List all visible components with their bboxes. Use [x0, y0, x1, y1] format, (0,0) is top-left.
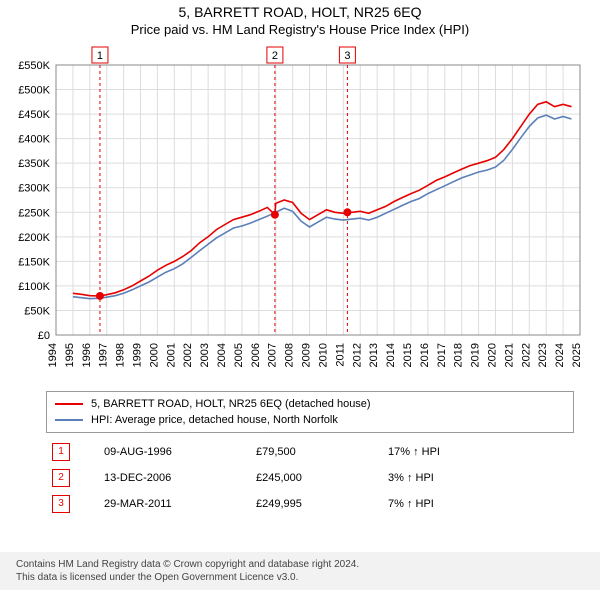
svg-text:£50K: £50K — [24, 305, 50, 317]
svg-text:1997: 1997 — [98, 343, 110, 367]
svg-text:£200K: £200K — [18, 232, 50, 244]
svg-text:1995: 1995 — [64, 343, 76, 367]
svg-text:3: 3 — [344, 50, 350, 62]
tx-price: £249,995 — [250, 491, 382, 517]
svg-text:2003: 2003 — [199, 343, 211, 367]
svg-text:2006: 2006 — [250, 343, 262, 367]
tx-delta: 7% ↑ HPI — [382, 491, 574, 517]
svg-text:2018: 2018 — [453, 343, 465, 367]
legend-label: 5, BARRETT ROAD, HOLT, NR25 6EQ (detache… — [91, 398, 371, 410]
tx-price: £79,500 — [250, 439, 382, 465]
title-sub: Price paid vs. HM Land Registry's House … — [0, 22, 600, 37]
svg-text:£450K: £450K — [18, 109, 50, 121]
svg-text:1996: 1996 — [81, 343, 93, 367]
legend-swatch — [55, 403, 83, 405]
footer-attribution: Contains HM Land Registry data © Crown c… — [0, 552, 600, 590]
svg-text:£100K: £100K — [18, 281, 50, 293]
svg-text:2010: 2010 — [317, 343, 329, 367]
legend-swatch — [55, 419, 83, 421]
svg-text:2004: 2004 — [216, 343, 228, 367]
svg-text:2020: 2020 — [486, 343, 498, 367]
svg-text:£300K: £300K — [18, 183, 50, 195]
svg-text:2023: 2023 — [537, 343, 549, 367]
line-chart: £0 £50K £100K £150K £200K £250K £300K £350K £400… — [10, 45, 590, 385]
svg-text:1994: 1994 — [47, 343, 59, 367]
chart-container: 5, BARRETT ROAD, HOLT, NR25 6EQ Price pa… — [0, 0, 600, 590]
svg-text:1998: 1998 — [115, 343, 127, 367]
svg-text:£150K: £150K — [18, 256, 50, 268]
svg-text:2021: 2021 — [503, 343, 515, 367]
svg-text:2009: 2009 — [301, 343, 313, 367]
table-row: 1 09-AUG-1996£79,50017% ↑ HPI — [46, 439, 574, 465]
svg-text:2025: 2025 — [571, 343, 583, 367]
svg-text:2013: 2013 — [368, 343, 380, 367]
svg-text:2002: 2002 — [182, 343, 194, 367]
svg-text:2000: 2000 — [148, 343, 160, 367]
svg-text:2012: 2012 — [351, 343, 363, 367]
legend-row: 5, BARRETT ROAD, HOLT, NR25 6EQ (detache… — [55, 396, 565, 412]
legend-label: HPI: Average price, detached house, Nort… — [91, 414, 338, 426]
svg-text:2005: 2005 — [233, 343, 245, 367]
legend-row: HPI: Average price, detached house, Nort… — [55, 412, 565, 428]
svg-text:1: 1 — [97, 50, 103, 62]
svg-text:£0: £0 — [38, 330, 50, 342]
tx-delta: 17% ↑ HPI — [382, 439, 574, 465]
tx-date: 09-AUG-1996 — [98, 439, 250, 465]
svg-text:2022: 2022 — [520, 343, 532, 367]
svg-text:2014: 2014 — [385, 343, 397, 367]
svg-text:2011: 2011 — [334, 343, 346, 367]
titles: 5, BARRETT ROAD, HOLT, NR25 6EQ Price pa… — [0, 0, 600, 37]
svg-text:2015: 2015 — [402, 343, 414, 367]
svg-text:2019: 2019 — [470, 343, 482, 367]
svg-text:2008: 2008 — [284, 343, 296, 367]
tx-date: 13-DEC-2006 — [98, 465, 250, 491]
tx-number-box: 1 — [52, 443, 70, 461]
tx-number-box: 2 — [52, 469, 70, 487]
tx-delta: 3% ↑ HPI — [382, 465, 574, 491]
svg-text:£350K: £350K — [18, 158, 50, 170]
svg-text:2: 2 — [272, 50, 278, 62]
svg-text:2016: 2016 — [419, 343, 431, 367]
table-row: 3 29-MAR-2011£249,9957% ↑ HPI — [46, 491, 574, 517]
svg-text:2024: 2024 — [554, 343, 566, 367]
svg-text:2017: 2017 — [436, 343, 448, 367]
title-main: 5, BARRETT ROAD, HOLT, NR25 6EQ — [0, 4, 600, 20]
table-row: 2 13-DEC-2006£245,0003% ↑ HPI — [46, 465, 574, 491]
tx-price: £245,000 — [250, 465, 382, 491]
tx-date: 29-MAR-2011 — [98, 491, 250, 517]
footer-line-1: Contains HM Land Registry data © Crown c… — [16, 558, 584, 571]
footer-line-2: This data is licensed under the Open Gov… — [16, 571, 584, 584]
svg-text:£250K: £250K — [18, 207, 50, 219]
svg-text:£500K: £500K — [18, 85, 50, 97]
svg-text:1999: 1999 — [132, 343, 144, 367]
svg-text:2001: 2001 — [165, 343, 177, 367]
svg-text:2007: 2007 — [267, 343, 279, 367]
transactions-table: 1 09-AUG-1996£79,50017% ↑ HPI 2 13-DEC-2006… — [46, 439, 574, 517]
chart-area: £0 £50K £100K £150K £200K £250K £300K £350K £400… — [10, 45, 590, 385]
svg-text:£400K: £400K — [18, 134, 50, 146]
tx-number-box: 3 — [52, 495, 70, 513]
legend-box: 5, BARRETT ROAD, HOLT, NR25 6EQ (detache… — [46, 391, 574, 433]
svg-text:£550K: £550K — [18, 60, 50, 72]
